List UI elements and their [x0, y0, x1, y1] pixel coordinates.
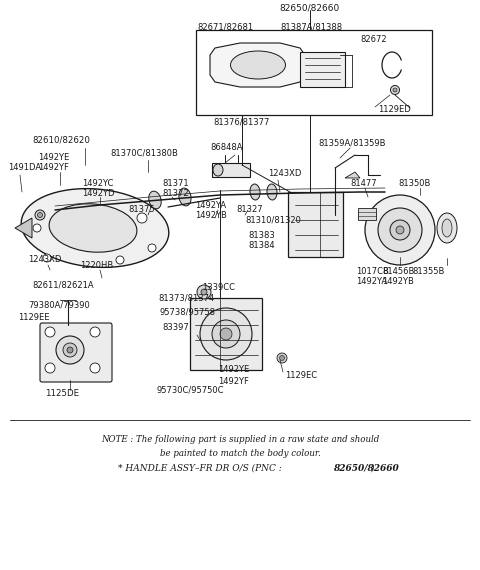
Circle shape: [45, 327, 55, 337]
Text: 81372: 81372: [162, 189, 189, 197]
Circle shape: [201, 289, 207, 295]
Text: 1491DA: 1491DA: [8, 164, 41, 173]
Text: 1492YB: 1492YB: [382, 278, 414, 287]
Text: 81370C/81380B: 81370C/81380B: [110, 149, 178, 157]
Text: 1125DE: 1125DE: [45, 389, 79, 397]
Bar: [300, 52, 345, 87]
Text: 95730C/95750C: 95730C/95750C: [156, 385, 224, 394]
Ellipse shape: [179, 188, 191, 206]
Text: 1129EE: 1129EE: [18, 314, 49, 323]
Text: 1492YC: 1492YC: [82, 178, 113, 188]
Circle shape: [37, 213, 43, 218]
Ellipse shape: [442, 219, 452, 237]
Bar: [358, 208, 376, 220]
Text: 82611/82621A: 82611/82621A: [32, 280, 94, 290]
Circle shape: [67, 347, 73, 353]
Text: 86848A: 86848A: [210, 144, 242, 153]
Ellipse shape: [21, 189, 169, 267]
Text: 81387A/81388: 81387A/81388: [280, 22, 342, 31]
Text: 1492YA: 1492YA: [356, 278, 387, 287]
Text: 95738/95758: 95738/95758: [160, 307, 216, 316]
Circle shape: [390, 220, 410, 240]
Text: 83397: 83397: [162, 324, 189, 332]
Text: 1492YF: 1492YF: [38, 164, 69, 173]
Text: 81383: 81383: [248, 230, 275, 239]
Text: 81376/81377: 81376/81377: [214, 117, 270, 127]
Circle shape: [90, 327, 100, 337]
Circle shape: [90, 363, 100, 373]
Bar: [190, 298, 262, 370]
Text: 81359A/81359B: 81359A/81359B: [318, 139, 385, 148]
Ellipse shape: [149, 191, 161, 209]
Text: 1492YB: 1492YB: [195, 210, 227, 219]
Circle shape: [43, 254, 51, 262]
Text: 82650/82660: 82650/82660: [280, 3, 340, 13]
Circle shape: [277, 353, 287, 363]
Circle shape: [200, 308, 252, 360]
Circle shape: [56, 336, 84, 364]
Text: 1492YF: 1492YF: [218, 377, 249, 386]
Circle shape: [279, 356, 285, 360]
Text: 81327: 81327: [236, 206, 263, 214]
Circle shape: [391, 86, 399, 95]
Circle shape: [33, 224, 41, 232]
Text: 1492YA: 1492YA: [195, 201, 226, 210]
Text: 81384: 81384: [248, 241, 275, 250]
Text: 79380A/79390: 79380A/79390: [28, 300, 90, 310]
Polygon shape: [15, 218, 32, 238]
Text: 1492YE: 1492YE: [218, 365, 249, 374]
Text: 82650/82660: 82650/82660: [333, 463, 399, 473]
Text: 81477: 81477: [350, 178, 377, 188]
Text: 82610/82620: 82610/82620: [32, 136, 90, 145]
Circle shape: [137, 213, 147, 223]
Text: * HANDLE ASSY–FR DR O/S (PNC :: * HANDLE ASSY–FR DR O/S (PNC :: [118, 463, 285, 473]
Text: 81371: 81371: [162, 178, 189, 188]
FancyBboxPatch shape: [40, 323, 112, 382]
Text: 1492YD: 1492YD: [82, 189, 115, 197]
Polygon shape: [345, 172, 360, 178]
Circle shape: [148, 244, 156, 252]
Circle shape: [396, 226, 404, 234]
Ellipse shape: [250, 184, 260, 200]
Ellipse shape: [49, 204, 137, 252]
Text: 81456B: 81456B: [382, 267, 414, 276]
Text: 1492YE: 1492YE: [38, 153, 69, 162]
Circle shape: [63, 343, 77, 357]
Text: 1220HB: 1220HB: [80, 260, 113, 270]
Circle shape: [378, 208, 422, 252]
Text: 81373/81374: 81373/81374: [158, 294, 214, 303]
Ellipse shape: [230, 51, 286, 79]
Text: 81350B: 81350B: [398, 178, 431, 188]
Circle shape: [45, 363, 55, 373]
Text: 1017CB: 1017CB: [356, 267, 389, 276]
Ellipse shape: [437, 213, 457, 243]
Polygon shape: [210, 43, 305, 87]
Ellipse shape: [213, 164, 223, 176]
Text: 81375: 81375: [128, 206, 155, 214]
Circle shape: [197, 285, 211, 299]
Text: 1243XD: 1243XD: [28, 255, 61, 264]
Text: ): ): [370, 463, 373, 473]
Bar: [288, 192, 343, 257]
Text: 1129ED: 1129ED: [378, 105, 411, 115]
Text: 1129EC: 1129EC: [285, 370, 317, 380]
Text: 81355B: 81355B: [412, 267, 444, 276]
Circle shape: [212, 320, 240, 348]
Text: 81310/81320: 81310/81320: [245, 215, 301, 225]
Bar: [196, 30, 432, 115]
Text: 1243XD: 1243XD: [268, 169, 301, 178]
Ellipse shape: [267, 184, 277, 200]
Text: 82671/82681: 82671/82681: [197, 22, 253, 31]
Circle shape: [35, 210, 45, 220]
Text: NOTE : The following part is supplied in a raw state and should: NOTE : The following part is supplied in…: [101, 435, 379, 445]
Circle shape: [220, 328, 232, 340]
Text: 1339CC: 1339CC: [202, 283, 235, 292]
Bar: [212, 163, 250, 177]
Circle shape: [116, 256, 124, 264]
Text: be painted to match the body colour.: be painted to match the body colour.: [160, 449, 320, 458]
Circle shape: [393, 88, 397, 92]
Circle shape: [365, 195, 435, 265]
Text: 82672: 82672: [360, 35, 386, 44]
